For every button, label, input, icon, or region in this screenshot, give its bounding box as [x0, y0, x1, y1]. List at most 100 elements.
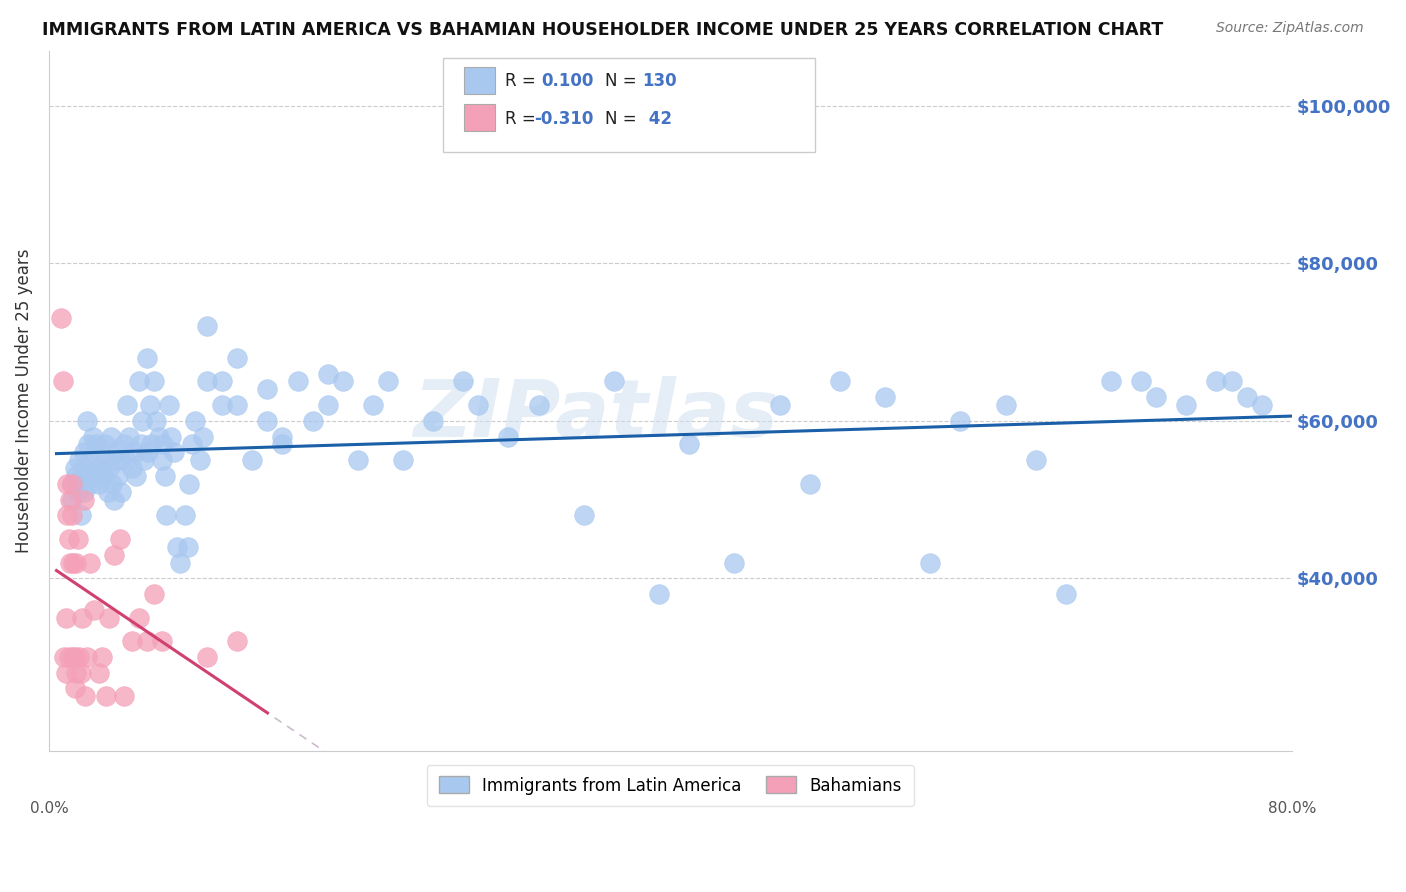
Point: [103, 492, 125, 507]
Point: [72, 492, 94, 507]
Point: [56, 508, 79, 523]
Point: [527, 398, 550, 412]
Point: [150, 634, 173, 648]
Point: [256, 414, 278, 428]
Point: [60, 476, 83, 491]
Point: [169, 556, 191, 570]
Point: [108, 453, 131, 467]
Point: [55, 665, 77, 680]
Point: [467, 398, 489, 412]
Text: IMMIGRANTS FROM LATIN AMERICA VS BAHAMIAN HOUSEHOLDER INCOME UNDER 25 YEARS CORR: IMMIGRANTS FROM LATIN AMERICA VS BAHAMIA…: [42, 21, 1163, 38]
Point: [949, 414, 972, 428]
Point: [100, 429, 122, 443]
Point: [1205, 375, 1227, 389]
Point: [70, 469, 93, 483]
Point: [346, 453, 368, 467]
Point: [1054, 587, 1077, 601]
Point: [143, 375, 166, 389]
Point: [1250, 398, 1272, 412]
Point: [188, 453, 211, 467]
Point: [316, 398, 339, 412]
Point: [58, 650, 80, 665]
Point: [451, 375, 474, 389]
Point: [124, 445, 146, 459]
Point: [143, 587, 166, 601]
Point: [96, 690, 118, 704]
Point: [828, 375, 851, 389]
Point: [166, 540, 188, 554]
Point: [184, 414, 207, 428]
Text: R =: R =: [505, 110, 541, 128]
Text: 0.100: 0.100: [541, 72, 593, 90]
Point: [153, 469, 176, 483]
Point: [67, 453, 90, 467]
Point: [1099, 375, 1122, 389]
Point: [98, 610, 121, 624]
Point: [155, 508, 177, 523]
Point: [60, 476, 83, 491]
Text: 0.0%: 0.0%: [30, 800, 69, 815]
Text: N =: N =: [605, 110, 641, 128]
Point: [91, 469, 114, 483]
Point: [163, 445, 186, 459]
Point: [301, 414, 323, 428]
Point: [93, 437, 115, 451]
Point: [67, 650, 90, 665]
Point: [316, 367, 339, 381]
Point: [195, 319, 218, 334]
Point: [59, 492, 82, 507]
Text: N =: N =: [605, 72, 641, 90]
Point: [112, 437, 135, 451]
Point: [148, 429, 170, 443]
Point: [648, 587, 671, 601]
Point: [67, 476, 90, 491]
Point: [121, 461, 143, 475]
Legend: Immigrants from Latin America, Bahamians: Immigrants from Latin America, Bahamians: [427, 764, 914, 806]
Point: [65, 469, 87, 483]
Point: [110, 484, 132, 499]
Point: [62, 650, 84, 665]
Point: [191, 429, 214, 443]
Point: [799, 476, 821, 491]
Point: [76, 414, 98, 428]
Point: [66, 484, 89, 499]
Point: [79, 556, 101, 570]
Point: [128, 610, 150, 624]
Point: [82, 429, 104, 443]
Point: [422, 414, 444, 428]
Point: [920, 556, 942, 570]
Point: [287, 375, 309, 389]
Point: [240, 453, 263, 467]
Point: [226, 398, 249, 412]
Point: [98, 461, 121, 475]
Point: [121, 634, 143, 648]
Point: [89, 445, 111, 459]
Point: [1236, 390, 1258, 404]
Y-axis label: Householder Income Under 25 years: Householder Income Under 25 years: [15, 249, 32, 553]
Point: [150, 453, 173, 467]
Point: [69, 665, 91, 680]
Point: [65, 665, 87, 680]
Point: [72, 484, 94, 499]
Point: [58, 532, 80, 546]
Point: [79, 476, 101, 491]
Point: [75, 690, 97, 704]
Point: [135, 351, 157, 365]
Point: [62, 556, 84, 570]
Point: [195, 375, 218, 389]
Text: 42: 42: [643, 110, 672, 128]
Point: [84, 437, 107, 451]
Point: [107, 469, 129, 483]
Point: [723, 556, 745, 570]
Point: [1130, 375, 1153, 389]
Point: [125, 469, 148, 483]
Point: [103, 548, 125, 562]
Point: [75, 461, 97, 475]
Point: [105, 445, 128, 459]
Point: [70, 610, 93, 624]
Text: Source: ZipAtlas.com: Source: ZipAtlas.com: [1216, 21, 1364, 35]
Point: [1025, 453, 1047, 467]
Point: [256, 382, 278, 396]
Point: [678, 437, 700, 451]
Point: [108, 532, 131, 546]
